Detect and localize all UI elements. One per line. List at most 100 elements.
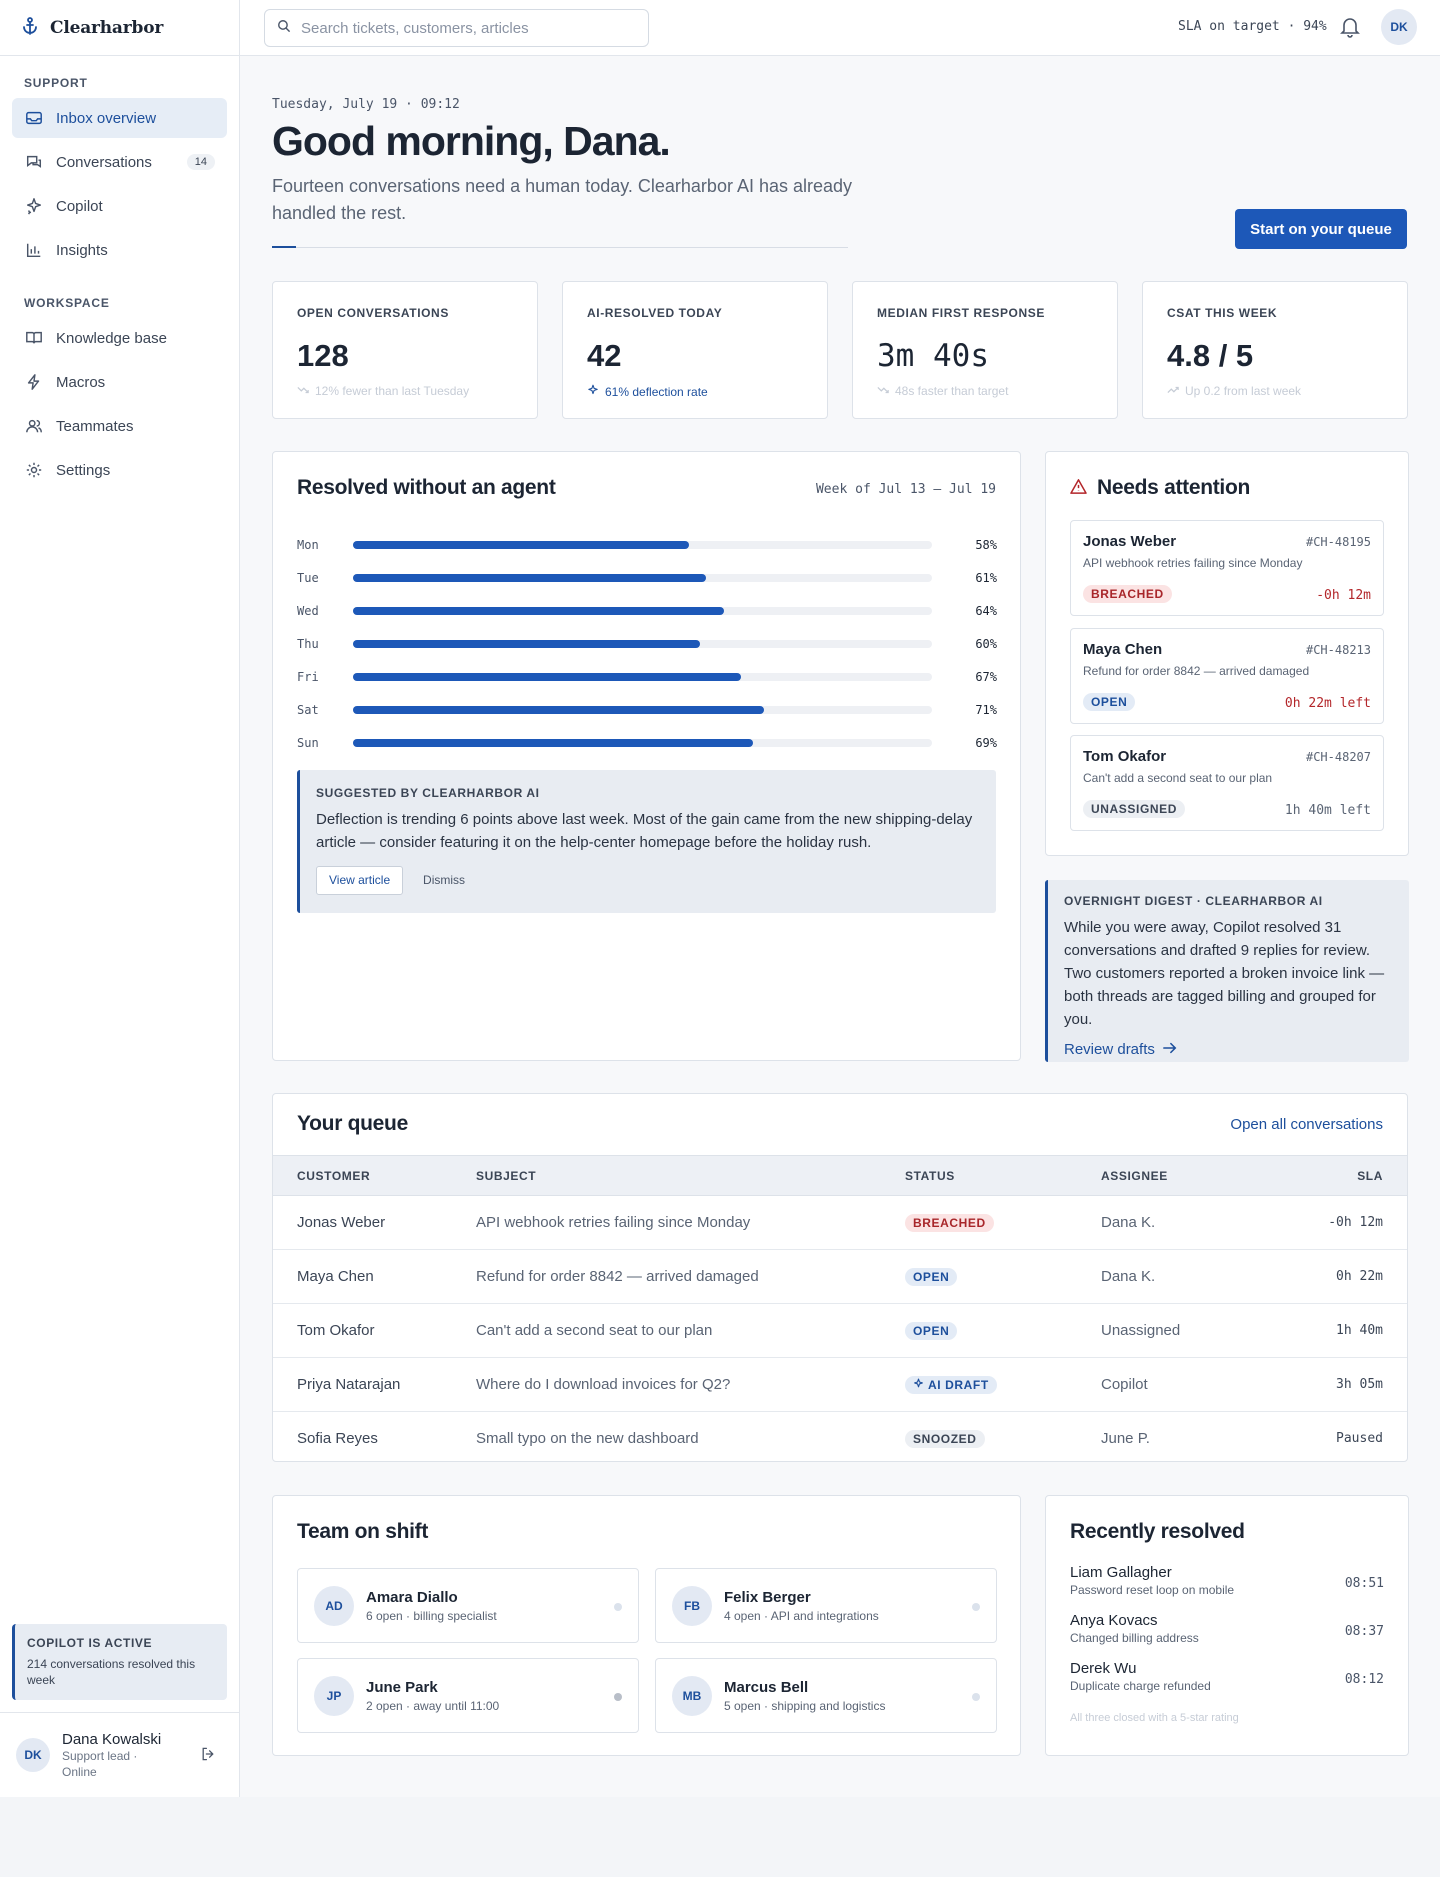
status-badge: BREACHED <box>1083 585 1172 603</box>
ticket-id: #CH-48213 <box>1305 643 1371 657</box>
teammate-card[interactable]: AD Amara Diallo 6 open · billing speciali… <box>297 1568 639 1643</box>
anchor-icon <box>20 16 40 39</box>
table-header-row: CUSTOMER SUBJECT STATUS ASSIGNEE SLA <box>273 1155 1407 1196</box>
book-icon <box>24 328 44 348</box>
brand[interactable]: Clearharbor <box>0 0 239 56</box>
table-row[interactable]: Tom Okafor Can't add a second seat to ou… <box>273 1303 1407 1358</box>
table-row[interactable]: Jonas Weber API webhook retries failing … <box>273 1195 1407 1250</box>
sparkle-icon <box>913 1378 924 1392</box>
ticket-id: #CH-48207 <box>1305 750 1371 764</box>
attention-item[interactable]: Jonas Weber #CH-48195 API webhook retrie… <box>1070 520 1384 616</box>
logout-icon[interactable] <box>200 1746 216 1765</box>
bar-category-label: Tue <box>297 570 319 585</box>
resolved-item[interactable]: Derek Wu Duplicate charge refunded 08:12 <box>1070 1660 1384 1708</box>
resolved-item[interactable]: Liam Gallagher Password reset loop on mo… <box>1070 1564 1384 1612</box>
avatar[interactable]: DK <box>1381 9 1417 45</box>
resolved-item[interactable]: Anya Kovacs Changed billing address 08:3… <box>1070 1612 1384 1660</box>
sidebar-item-label: Teammates <box>56 417 134 435</box>
column-header[interactable]: ASSIGNEE <box>1101 1155 1281 1196</box>
bar-value-label: 64% <box>975 603 997 618</box>
kpi-label: MEDIAN FIRST RESPONSE <box>877 306 1045 320</box>
bar-value-label: 71% <box>975 702 997 717</box>
cell-assignee: Dana K. <box>1101 1249 1281 1304</box>
bar <box>353 540 689 549</box>
ai-suggestion: SUGGESTED BY CLEARHARBOR AI Deflection i… <box>297 770 996 913</box>
sidebar-item-settings[interactable]: Settings <box>12 450 227 490</box>
sidebar-item-insights[interactable]: Insights <box>12 230 227 270</box>
teammate-name: Amara Diallo <box>366 1588 458 1606</box>
bar <box>353 738 753 747</box>
sparkle-icon <box>24 196 44 216</box>
customer-name: Anya Kovacs <box>1070 1612 1158 1629</box>
avatar: MB <box>672 1675 712 1716</box>
table-row[interactable]: Sofia Reyes Small typo on the new dashbo… <box>273 1412 1407 1466</box>
sla-indicator: SLA on target · 94% <box>1178 19 1327 34</box>
open-all-conversations-link[interactable]: Open all conversations <box>1230 1116 1383 1133</box>
status-badge: UNASSIGNED <box>1083 800 1186 818</box>
suggestion-text: Deflection is trending 6 points above la… <box>316 811 973 851</box>
count-badge: 14 <box>186 154 215 170</box>
cell-subject: Where do I download invoices for Q2? <box>476 1357 905 1412</box>
cell-subject: Refund for order 8842 — arrived damaged <box>476 1249 905 1304</box>
copilot-status-title: COPILOT IS ACTIVE <box>27 1636 153 1650</box>
teammate-desc: 4 open · API and integrations <box>724 1608 879 1623</box>
needs-attention-panel: Needs attention Jonas Weber #CH-48195 AP… <box>1045 451 1409 856</box>
column-header[interactable]: SUBJECT <box>476 1155 905 1196</box>
kpi-value: 3m 40s <box>877 338 989 374</box>
bar-value-label: 67% <box>975 669 997 684</box>
cell-sla: 3h 05m <box>1281 1357 1407 1412</box>
attention-item[interactable]: Maya Chen #CH-48213 Refund for order 884… <box>1070 628 1384 724</box>
sidebar-item-conversations[interactable]: Conversations 14 <box>12 142 227 182</box>
ticket-id: #CH-48195 <box>1305 535 1371 549</box>
resolved-time: 08:37 <box>1344 1624 1384 1639</box>
sidebar-item-macros[interactable]: Macros <box>12 362 227 402</box>
avatar[interactable]: DK <box>16 1738 50 1772</box>
sidebar-item-knowledge-base[interactable]: Knowledge base <box>12 318 227 358</box>
cell-customer: Priya Natarajan <box>273 1357 476 1412</box>
bell-icon[interactable] <box>1340 16 1360 41</box>
search-input[interactable]: Search tickets, customers, articles <box>264 9 649 47</box>
sidebar-item-inbox-overview[interactable]: Inbox overview <box>12 98 227 138</box>
table-row[interactable]: Maya Chen Refund for order 8842 — arrive… <box>273 1249 1407 1304</box>
column-header[interactable]: SLA <box>1281 1155 1407 1196</box>
presence-dot <box>972 1603 980 1611</box>
status-badge: SNOOZED <box>905 1429 985 1448</box>
bar-value-label: 69% <box>975 735 997 750</box>
bar-track <box>353 639 932 648</box>
view-article-button[interactable]: View article <box>316 866 404 895</box>
column-header[interactable]: CUSTOMER <box>273 1155 476 1196</box>
teammate-name: Marcus Bell <box>724 1678 809 1696</box>
bar-track <box>353 573 932 582</box>
teammate-card[interactable]: MB Marcus Bell 5 open · shipping and logi… <box>655 1658 997 1733</box>
recently-resolved-panel: Recently resolved Liam Gallagher Passwor… <box>1045 1495 1409 1756</box>
cell-subject: Small typo on the new dashboard <box>476 1430 699 1448</box>
divider <box>272 247 848 248</box>
dismiss-button[interactable]: Dismiss <box>423 873 466 887</box>
bar-row: Tue 61% <box>297 561 997 594</box>
sidebar-item-teammates[interactable]: Teammates <box>12 406 227 446</box>
overnight-digest: OVERNIGHT DIGEST · CLEARHARBOR AI While … <box>1045 880 1409 1062</box>
kpi-ai-resolved: AI-RESOLVED TODAY 42 61% deflection rate <box>562 281 828 419</box>
customer-name: Jonas Weber <box>1083 533 1177 550</box>
avatar: JP <box>314 1675 354 1716</box>
nav-support: SUPPORT Inbox overview Conversations 14 … <box>0 56 239 270</box>
presence-dot <box>614 1693 622 1701</box>
attention-item[interactable]: Tom Okafor #CH-48207 Can't add a second … <box>1070 735 1384 831</box>
bar-category-label: Thu <box>297 636 319 651</box>
app-root: Clearharbor SUPPORT Inbox overview Conve… <box>0 0 1440 1797</box>
resolved-desc: Changed billing address <box>1070 1631 1199 1645</box>
sidebar-item-copilot[interactable]: Copilot <box>12 186 227 226</box>
users-icon <box>24 416 44 436</box>
inbox-icon <box>24 108 44 128</box>
panel-title: Your queue <box>297 1112 408 1135</box>
table-row[interactable]: Priya Natarajan Where do I download invo… <box>273 1357 1407 1412</box>
gear-icon <box>24 460 44 480</box>
column-header[interactable]: STATUS <box>905 1155 1101 1196</box>
teammate-card[interactable]: JP June Park 2 open · away until 11:00 <box>297 1658 639 1733</box>
teammate-card[interactable]: FB Felix Berger 4 open · API and integrat… <box>655 1568 997 1643</box>
suggestion-title: SUGGESTED BY CLEARHARBOR AI <box>316 786 540 800</box>
nav-workspace: WORKSPACE Knowledge base Macros Teammate… <box>0 274 239 490</box>
cell-sla: 0h 22m <box>1281 1249 1407 1304</box>
review-drafts-link[interactable]: Review drafts <box>1064 1041 1393 1058</box>
start-queue-button[interactable]: Start on your queue <box>1235 209 1407 249</box>
